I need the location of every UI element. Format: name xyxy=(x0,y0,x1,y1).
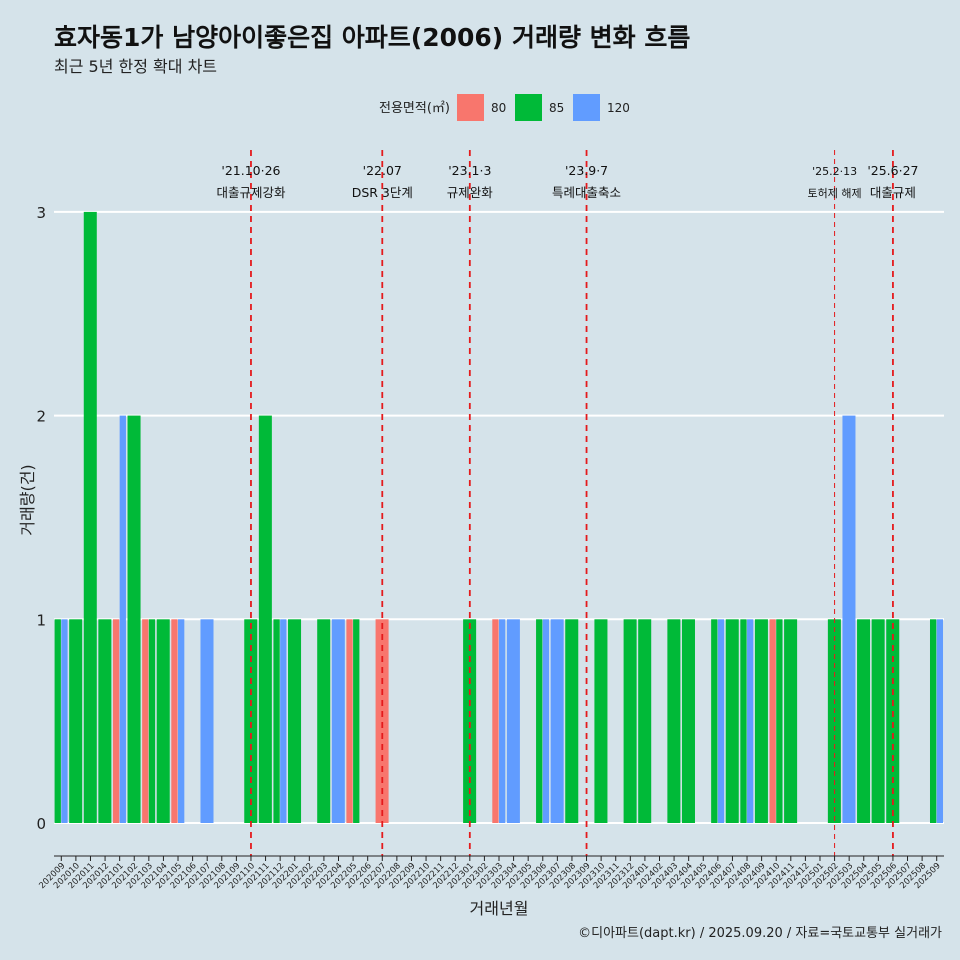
legend-swatch-85 xyxy=(515,94,542,121)
chart-caption: ©디아파트(dapt.kr) / 2025.09.20 / 자료=국토교통부 실… xyxy=(578,926,942,941)
bar-202404-85 xyxy=(681,619,695,823)
bar-202410-80 xyxy=(769,619,776,823)
bar-202406-85 xyxy=(711,619,718,823)
event-name-label: 규제완화 xyxy=(447,185,494,200)
bar-202205-85 xyxy=(353,619,360,823)
y-tick-label: 3 xyxy=(36,204,46,222)
bar-202205-80 xyxy=(346,619,353,823)
legend-swatch-80 xyxy=(457,94,484,121)
bar-202101-120 xyxy=(119,415,126,823)
bar-202009-120 xyxy=(61,619,68,823)
bar-202102-85 xyxy=(127,415,141,823)
event-date-label: '23.1·3 xyxy=(448,163,491,178)
bar-202310-85 xyxy=(594,619,608,823)
bar-202411-85 xyxy=(784,619,798,823)
y-tick-label: 2 xyxy=(36,408,46,426)
bar-202303-120 xyxy=(499,619,506,823)
bar-202011-85 xyxy=(83,211,97,823)
event-date-label: '25.2·13 xyxy=(812,165,857,178)
bar-202203-85 xyxy=(317,619,331,823)
event-name-label: DSR 3단계 xyxy=(352,185,413,200)
bar-202307-120 xyxy=(550,619,564,823)
bar-202012-85 xyxy=(98,619,112,823)
bar-202105-80 xyxy=(171,619,178,823)
bar-202509-120 xyxy=(936,619,944,823)
bar-202111-85 xyxy=(258,415,272,823)
event-name-label: 토허제 해제 xyxy=(808,186,862,200)
event-name-label: 특례대출축소 xyxy=(552,185,621,200)
event-date-label: '25.6·27 xyxy=(867,163,918,178)
bar-202409-85 xyxy=(754,619,768,823)
bar-202101-80 xyxy=(112,619,120,823)
y-tick-label: 1 xyxy=(36,611,46,629)
bar-202408-120 xyxy=(747,619,754,823)
event-name-label: 대출규제 xyxy=(870,185,916,200)
event-name-label: 대출규제강화 xyxy=(216,185,286,200)
bar-202204-120 xyxy=(331,619,345,823)
y-tick-label: 0 xyxy=(36,815,46,833)
y-axis-title: 거래량(건) xyxy=(18,464,37,535)
event-date-label: '23.9·7 xyxy=(565,163,608,178)
bar-202312-85 xyxy=(623,619,637,823)
bar-202104-85 xyxy=(156,619,170,823)
bar-202201-85 xyxy=(288,619,302,823)
chart-subtitle: 최근 5년 한정 확대 차트 xyxy=(54,57,218,76)
bar-202408-85 xyxy=(740,619,747,823)
bar-202403-85 xyxy=(667,619,681,823)
bar-202503-120 xyxy=(842,415,856,823)
bar-202301-85 xyxy=(463,619,477,823)
bar-202207-80 xyxy=(375,619,389,823)
chart-title: 효자동1가 남양아이좋은집 아파트(2006) 거래량 변화 흐름 xyxy=(54,23,691,52)
bar-202506-85 xyxy=(886,619,900,823)
bar-202308-85 xyxy=(565,619,579,823)
bar-202303-80 xyxy=(492,619,499,823)
bar-202103-80 xyxy=(142,619,149,823)
bar-202304-120 xyxy=(506,619,520,823)
bar-202103-85 xyxy=(148,619,156,823)
event-date-label: '21.10·26 xyxy=(221,163,280,178)
x-axis-title: 거래년월 xyxy=(470,899,529,918)
event-date-label: '22.07 xyxy=(363,163,402,178)
legend-swatch-120 xyxy=(573,94,600,121)
bar-202401-85 xyxy=(638,619,652,823)
bar-202105-120 xyxy=(178,619,185,823)
bar-202306-120 xyxy=(542,619,550,823)
bar-202407-85 xyxy=(725,619,739,823)
legend-label-80: 80 xyxy=(491,101,506,115)
bar-202306-85 xyxy=(536,619,543,823)
legend-title: 전용면적(㎡) xyxy=(379,101,450,116)
bar-202509-85 xyxy=(929,619,937,823)
bar-202505-85 xyxy=(871,619,885,823)
bar-202110-85 xyxy=(244,619,258,823)
bar-202112-120 xyxy=(280,619,287,823)
bar-202107-120 xyxy=(200,619,214,823)
bar-202406-120 xyxy=(717,619,725,823)
bar-202009-85 xyxy=(54,619,61,823)
bar-202010-85 xyxy=(69,619,83,823)
legend-label-120: 120 xyxy=(607,101,630,115)
bar-202504-85 xyxy=(857,619,871,823)
bar-202410-85 xyxy=(776,619,783,823)
legend-label-85: 85 xyxy=(549,101,564,115)
bar-202112-85 xyxy=(273,619,280,823)
